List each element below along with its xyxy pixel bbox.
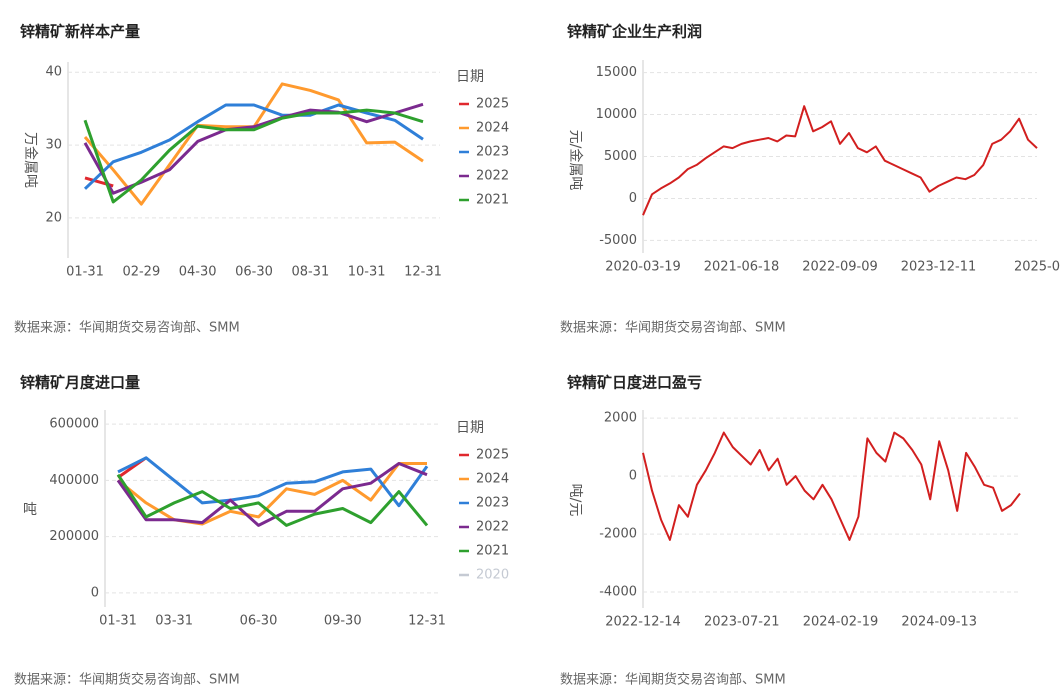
x-tick-label: 2022-12-14 [605, 615, 681, 630]
x-tick-label: 2023-07-21 [704, 615, 780, 630]
x-tick-label: 03-31 [155, 614, 193, 629]
y-axis-label: 吨/元 [567, 484, 583, 517]
legend-title: 日期 [456, 420, 484, 436]
x-tick-label: 12-31 [404, 265, 442, 280]
y-tick-label: 0 [629, 469, 637, 484]
legend-label: 2021 [476, 544, 509, 559]
x-tick-label: 12-31 [408, 614, 446, 629]
y-axis-label: 万金属吨 [22, 132, 38, 188]
source-note: 数据来源：华闻期货交易咨询部、SMM [14, 672, 240, 688]
x-tick-label: 2025-0 [1014, 260, 1060, 275]
chart-title: 锌精矿日度进口盈亏 [567, 374, 702, 392]
y-tick-label: 600000 [49, 417, 99, 432]
y-tick-label: 0 [629, 191, 637, 206]
y-tick-label: 400000 [49, 473, 99, 488]
series-line [83, 102, 424, 195]
source-note: 数据来源：华闻期货交易咨询部、SMM [560, 320, 786, 336]
legend-label: 2025 [476, 448, 509, 463]
x-tick-label: 2024-02-19 [803, 615, 879, 630]
y-tick-label: 40 [45, 65, 62, 80]
y-tick-label: 2000 [604, 411, 637, 426]
y-tick-label: 30 [45, 138, 62, 153]
series-line [116, 462, 428, 527]
x-tick-label: 09-30 [324, 614, 362, 629]
series-line [642, 431, 1021, 541]
y-tick-label: 0 [91, 585, 99, 600]
x-tick-label: 10-31 [348, 265, 386, 280]
chart-title: 锌精矿企业生产利润 [567, 23, 702, 41]
series-line [642, 105, 1038, 216]
legend-label: 2020 [476, 568, 509, 583]
y-axis-label: 吨 [23, 502, 37, 518]
x-tick-label: 02-29 [122, 265, 160, 280]
x-tick-label: 08-31 [291, 265, 329, 280]
series-line [83, 108, 424, 204]
series-line [83, 103, 424, 190]
legend-title: 日期 [456, 69, 484, 85]
y-axis-label: 元/金属吨 [567, 130, 583, 191]
x-tick-label: 01-31 [99, 614, 137, 629]
legend-label: 2023 [476, 145, 509, 160]
y-tick-label: 5000 [604, 149, 637, 164]
x-tick-label: 2020-03-19 [605, 260, 681, 275]
series-line [117, 456, 429, 508]
x-tick-label: 2022-09-09 [802, 260, 878, 275]
y-tick-label: 10000 [596, 107, 637, 122]
legend-label: 2024 [476, 121, 509, 136]
chart-title: 锌精矿月度进口量 [20, 374, 140, 392]
y-tick-label: -2000 [599, 527, 637, 542]
legend-label: 2024 [476, 472, 509, 487]
legend-label: 2025 [476, 97, 509, 112]
x-tick-label: 2021-06-18 [704, 260, 780, 275]
x-tick-label: 2023-12-11 [901, 260, 977, 275]
legend-label: 2022 [476, 520, 509, 535]
x-tick-label: 06-30 [235, 265, 273, 280]
source-note: 数据来源：华闻期货交易咨询部、SMM [560, 672, 786, 688]
x-tick-label: 2024-09-13 [901, 615, 977, 630]
legend-label: 2021 [476, 193, 509, 208]
legend-label: 2022 [476, 169, 509, 184]
series-line [117, 462, 427, 526]
source-note: 数据来源：华闻期货交易咨询部、SMM [14, 320, 240, 336]
x-tick-label: 01-31 [66, 265, 104, 280]
x-tick-label: 06-30 [240, 614, 278, 629]
chart-title: 锌精矿新样本产量 [20, 23, 140, 41]
y-tick-label: 20 [45, 210, 62, 225]
y-tick-label: -4000 [599, 585, 637, 600]
y-tick-label: 200000 [49, 529, 99, 544]
y-tick-label: -5000 [599, 233, 637, 248]
series-line [116, 473, 429, 527]
y-tick-label: 15000 [596, 65, 637, 80]
legend-label: 2023 [476, 496, 509, 511]
x-tick-label: 04-30 [179, 265, 217, 280]
